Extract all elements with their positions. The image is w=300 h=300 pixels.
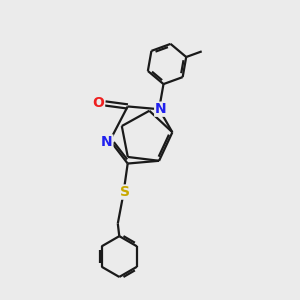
Text: N: N [155, 102, 167, 116]
Text: S: S [120, 185, 130, 199]
Text: O: O [93, 96, 104, 110]
Text: N: N [101, 135, 113, 149]
